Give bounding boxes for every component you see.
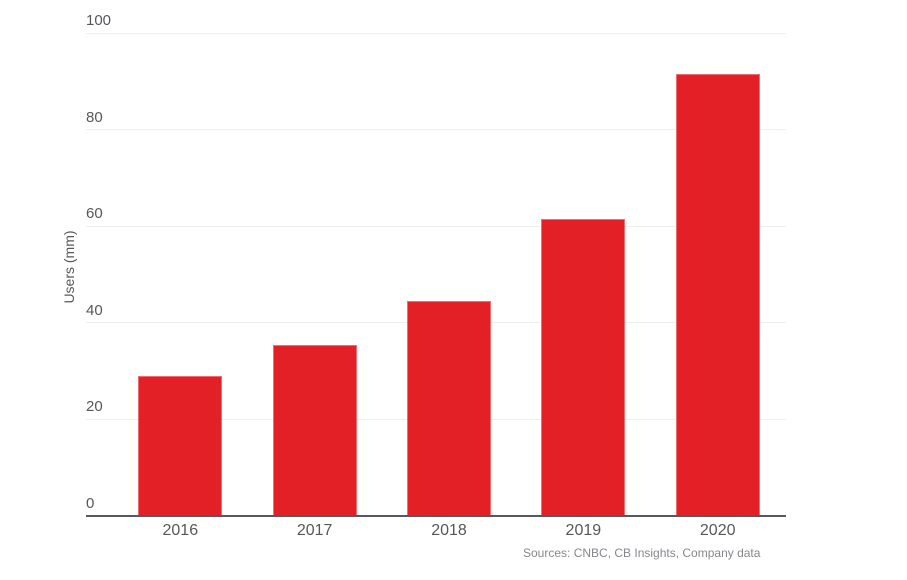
x-tick-label-2020: 2020 xyxy=(699,522,736,539)
bar-2018 xyxy=(407,301,491,516)
gridline-100 xyxy=(86,32,786,34)
bar-2017 xyxy=(272,344,357,516)
y-tick-label-80: 80 xyxy=(86,108,103,126)
bar-2016 xyxy=(138,375,223,516)
y-tick-label-60: 60 xyxy=(86,205,103,223)
y-tick-label-40: 40 xyxy=(86,301,103,319)
x-axis-line xyxy=(86,514,786,517)
x-tick-label-2017: 2017 xyxy=(296,522,333,539)
gridline-60 xyxy=(86,225,786,227)
y-tick-label-0: 0 xyxy=(86,495,95,512)
bar-2019 xyxy=(541,218,626,516)
x-tick-label-2018: 2018 xyxy=(431,522,467,539)
x-tick-label-2016: 2016 xyxy=(162,522,199,539)
plot-area: 100 80 60 40 20 0 2016 2017 2018 2019 2020 xyxy=(86,12,786,539)
x-tick-label-2019: 2019 xyxy=(565,522,602,539)
y-axis-title: Users (mm) xyxy=(61,230,77,304)
gridline-80 xyxy=(86,129,786,131)
y-tick-label-20: 20 xyxy=(86,398,103,416)
bar-2020 xyxy=(675,74,760,516)
source-note: Sources: CNBC, CB Insights, Company data xyxy=(523,546,761,560)
y-tick-label-100: 100 xyxy=(86,12,112,29)
